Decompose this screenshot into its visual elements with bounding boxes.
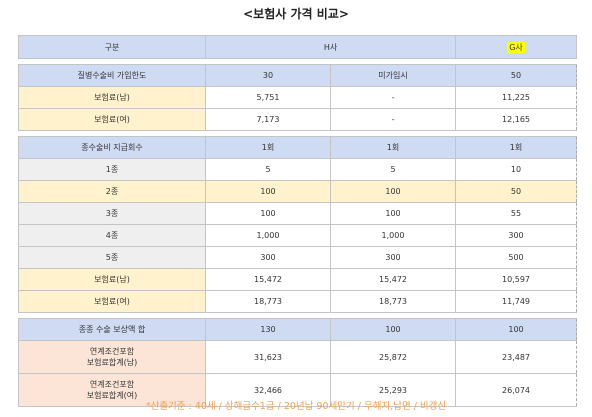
value-cell: 5,751 [205,86,331,109]
value-cell: 50 [455,64,578,87]
value-cell: 25,293 [329,373,457,407]
value-cell: 100 [205,180,331,203]
label-line: 종종 수술 보상액 합 [78,325,146,334]
value-cell: 15,472 [329,268,457,291]
table-row: 2종 100 100 50 [18,180,578,203]
row-label: 1종 [18,158,206,181]
value-cell: 130 [205,318,331,341]
label-line: 보험료(여) [94,297,130,306]
row-label: 보험료(여) [18,108,206,131]
label-line: 보험료(남) [94,275,130,284]
value-cell: 100 [329,180,457,203]
row-label: 4종 [18,224,206,247]
value-cell: - [329,86,457,109]
header-highlight: G사 [507,41,525,53]
table-row: 5종 300 300 500 [18,246,578,269]
value-cell: 26,074 [455,373,578,407]
value-cell: 100 [329,318,457,341]
label-line: 보험료(남) [94,93,130,102]
value-cell: 미가입시 [329,64,457,87]
value-cell: 1,000 [205,224,331,247]
table-row: 4종 1,000 1,000 300 [18,224,578,247]
price-table: 구분 H사 G사 질병수술비 가입한도 30 미가입시 50 보험료(남) 5,751-1… [18,35,578,407]
table-row: 1종 5 5 10 [18,158,578,181]
label-line: 연계조건포함 [89,347,135,356]
table-row: 보험료(여) 7,173-12,165 [18,108,578,131]
label-line: 4종 [105,231,119,240]
header-cell: H사 [204,35,457,59]
value-cell: - [329,108,457,131]
row-label: 종수술비 지급회수 [18,136,206,159]
value-cell: 11,225 [455,86,578,109]
value-cell: 25,872 [329,340,457,374]
row-label: 보험료(남) [18,268,206,291]
value-cell: 100 [455,318,578,341]
label-line: 보험료합계(여) [86,391,138,400]
row-label: 3종 [18,202,206,225]
value-cell: 30 [205,64,331,87]
footnote: *산출기준 : 40세 / 상해급수1급 / 20년납 90세만기 / 무해지,… [145,401,447,412]
row-label: 2종 [18,180,206,203]
value-cell: 31,623 [205,340,331,374]
value-cell: 1회 [329,136,457,159]
table-row: 3종 100 100 55 [18,202,578,225]
value-cell: 1회 [455,136,578,159]
header-cell: G사 [455,35,578,59]
value-cell: 10,597 [455,268,578,291]
value-cell: 1,000 [329,224,457,247]
value-cell: 10 [455,158,578,181]
value-cell: 300 [205,246,331,269]
table-row: 보험료(남) 5,751-11,225 [18,86,578,109]
value-cell: 32,466 [205,373,331,407]
table-row: 연계조건포함 보험료합계(남) 31,623 25,872 23,487 [18,340,578,374]
label-line: 보험료(여) [94,115,130,124]
value-cell: 12,165 [455,108,578,131]
table-row: 보험료(남) 15,472 15,472 10,597 [18,268,578,291]
label-line: 5종 [105,253,119,262]
label-line: 질병수술비 가입한도 [77,71,147,80]
row-label: 5종 [18,246,206,269]
value-cell: 1회 [205,136,331,159]
value-cell: 300 [455,224,578,247]
label-line: 2종 [105,187,119,196]
label-line: 연계조건포함 [89,380,135,389]
title: <보험사 가격 비교> [243,7,349,21]
row-label: 종종 수술 보상액 합 [18,318,206,341]
value-cell: 23,487 [455,340,578,374]
value-cell: 5 [205,158,331,181]
value-cell: 15,472 [205,268,331,291]
table-row: 연계조건포함 보험료합계(여) 32,466 25,293 26,074 [18,373,578,407]
value-cell: 50 [455,180,578,203]
table-row: 종종 수술 보상액 합 130 100 100 [18,318,578,341]
value-cell: 500 [455,246,578,269]
value-cell: 5 [329,158,457,181]
value-cell: 7,173 [205,108,331,131]
label-line: 3종 [105,209,119,218]
header-cell: 구분 [18,35,206,59]
table-row: 보험료(여) 18,773 18,773 11,749 [18,290,578,313]
value-cell: 55 [455,202,578,225]
value-cell: 300 [329,246,457,269]
value-cell: 18,773 [205,290,331,313]
label-line: 종수술비 지급회수 [81,143,143,152]
value-cell: 11,749 [455,290,578,313]
table-body: 구분 H사 G사 질병수술비 가입한도 30 미가입시 50 보험료(남) 5,751-1… [18,35,578,407]
row-label: 질병수술비 가입한도 [18,64,206,87]
label-line: 1종 [105,165,119,174]
table-row: 질병수술비 가입한도 30 미가입시 50 [18,64,578,87]
value-cell: 100 [205,202,331,225]
table-row: 종수술비 지급회수 1회 1회 1회 [18,136,578,159]
value-cell: 100 [329,202,457,225]
value-cell: 18,773 [329,290,457,313]
header-row: 구분 H사 G사 [18,35,578,59]
label-line: 보험료합계(남) [86,358,138,367]
row-label: 보험료(여) [18,290,206,313]
row-label: 보험료(남) [18,86,206,109]
